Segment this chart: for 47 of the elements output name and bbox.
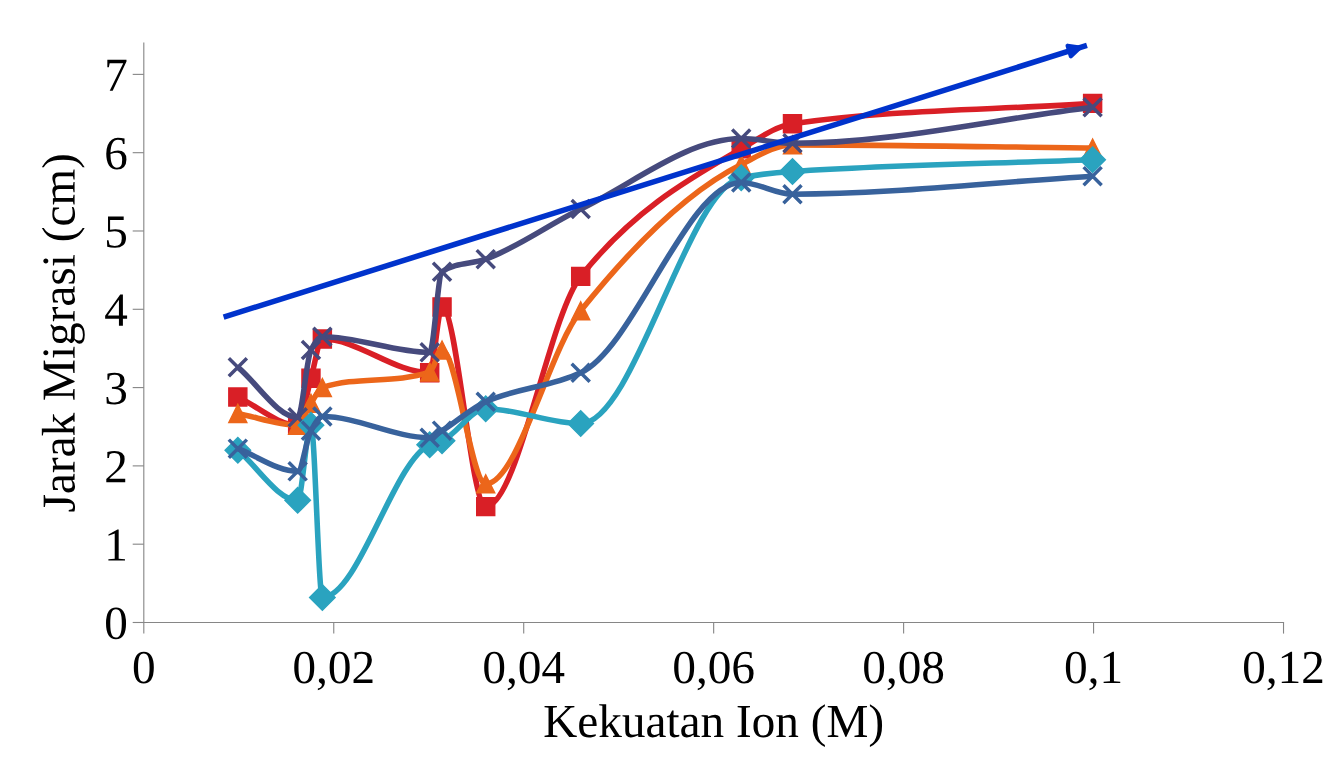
point — [570, 266, 591, 287]
point — [474, 390, 497, 413]
point — [474, 248, 497, 270]
y-tick-label: 3 — [106, 372, 126, 405]
point — [1081, 165, 1104, 187]
x-tick-label: 0,04 — [484, 651, 565, 691]
point — [312, 377, 333, 398]
point — [1079, 146, 1107, 174]
y-tick-label: 1 — [108, 529, 125, 561]
point — [569, 361, 592, 384]
point — [782, 113, 803, 134]
y-tick-label: 7 — [107, 59, 127, 91]
x-tick-label: 0 — [133, 651, 154, 684]
point — [418, 341, 441, 364]
y-tick-label: 2 — [106, 451, 126, 483]
point — [300, 419, 322, 442]
point — [418, 426, 441, 449]
point — [432, 340, 452, 360]
point — [475, 496, 496, 517]
x-tick-label: 0,06 — [674, 651, 754, 691]
point — [228, 403, 248, 424]
point — [1081, 96, 1104, 119]
y-tick-label: 0 — [106, 607, 127, 640]
point — [570, 301, 591, 321]
y-axis-title: Jarak Migrasi (cm) — [41, 155, 85, 512]
x-tick-label: 0,12 — [1244, 651, 1323, 691]
point — [311, 405, 334, 428]
point — [431, 260, 453, 283]
point — [781, 183, 804, 205]
point — [567, 410, 595, 438]
point — [475, 474, 496, 494]
y-tick-label: 5 — [106, 216, 126, 248]
x-tick-label: 0,02 — [294, 651, 373, 691]
x-axis-title: Kekuatan Ion (M) — [544, 704, 883, 748]
point — [286, 460, 309, 483]
point — [227, 356, 249, 378]
point — [308, 583, 336, 611]
point — [431, 419, 453, 442]
point — [228, 387, 248, 407]
point — [730, 127, 752, 150]
x-tick-label: 0,1 — [1065, 651, 1121, 691]
y-tick-label: 6 — [106, 137, 127, 170]
x-tick-label: 0,08 — [864, 651, 944, 691]
point — [284, 486, 312, 514]
point — [300, 339, 322, 361]
point — [779, 158, 806, 185]
y-tick-label: 4 — [105, 294, 128, 326]
